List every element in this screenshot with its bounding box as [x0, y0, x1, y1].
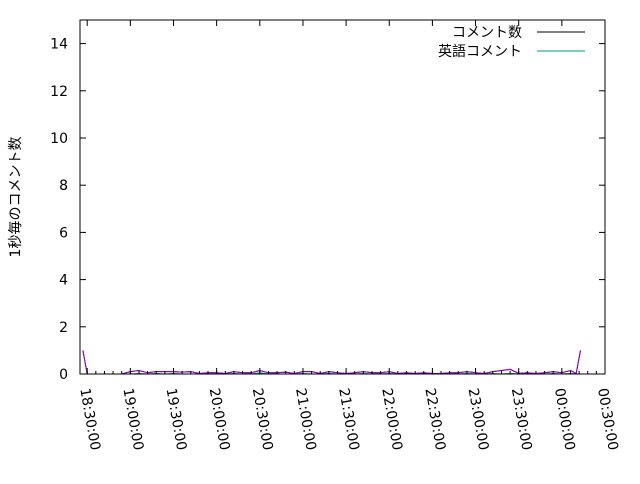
x-tick-label: 19:30:00 — [163, 387, 190, 452]
y-tick-label: 0 — [59, 367, 68, 383]
x-tick-label: 00:30:00 — [594, 387, 621, 452]
x-tick-label: 21:30:00 — [335, 387, 362, 452]
x-axis: 18:30:00 19:00:00 19:30:00 20:00:00 20:30:00… — [76, 20, 621, 452]
y-tick-label: 4 — [59, 273, 68, 289]
x-tick-label: 22:00:00 — [378, 387, 405, 452]
series-line-2 — [82, 350, 581, 375]
series-line-0 — [82, 350, 581, 375]
legend-label-comments: コメント数 — [452, 25, 522, 41]
y-tick-label: 2 — [59, 320, 68, 336]
y-tick-label: 10 — [50, 131, 68, 147]
plot-frame — [79, 19, 606, 375]
legend-label-english: 英語コメント — [438, 43, 522, 60]
y-axis: 0 2 4 6 8 10 12 14 — [50, 37, 605, 383]
x-tick-label: 23:00:00 — [465, 387, 492, 452]
x-tick-label: 22:30:00 — [421, 387, 448, 452]
y-axis-label: 1秒毎のコメント数 — [8, 137, 24, 258]
x-tick-label: 18:30:00 — [76, 387, 103, 452]
plot-lines — [82, 350, 581, 375]
x-tick-label: 21:00:00 — [292, 387, 319, 452]
y-tick-label: 6 — [59, 225, 68, 241]
x-tick-label: 00:00:00 — [551, 387, 578, 452]
x-tick-label: 23:30:00 — [508, 387, 535, 452]
legend: コメント数 英語コメント — [438, 25, 585, 60]
x-tick-label: 19:00:00 — [119, 387, 146, 452]
x-tick-label: 20:30:00 — [249, 387, 276, 452]
y-tick-label: 14 — [50, 37, 68, 53]
y-tick-label: 8 — [59, 178, 68, 194]
x-tick-label: 20:00:00 — [206, 387, 233, 452]
y-tick-label: 12 — [50, 84, 68, 100]
